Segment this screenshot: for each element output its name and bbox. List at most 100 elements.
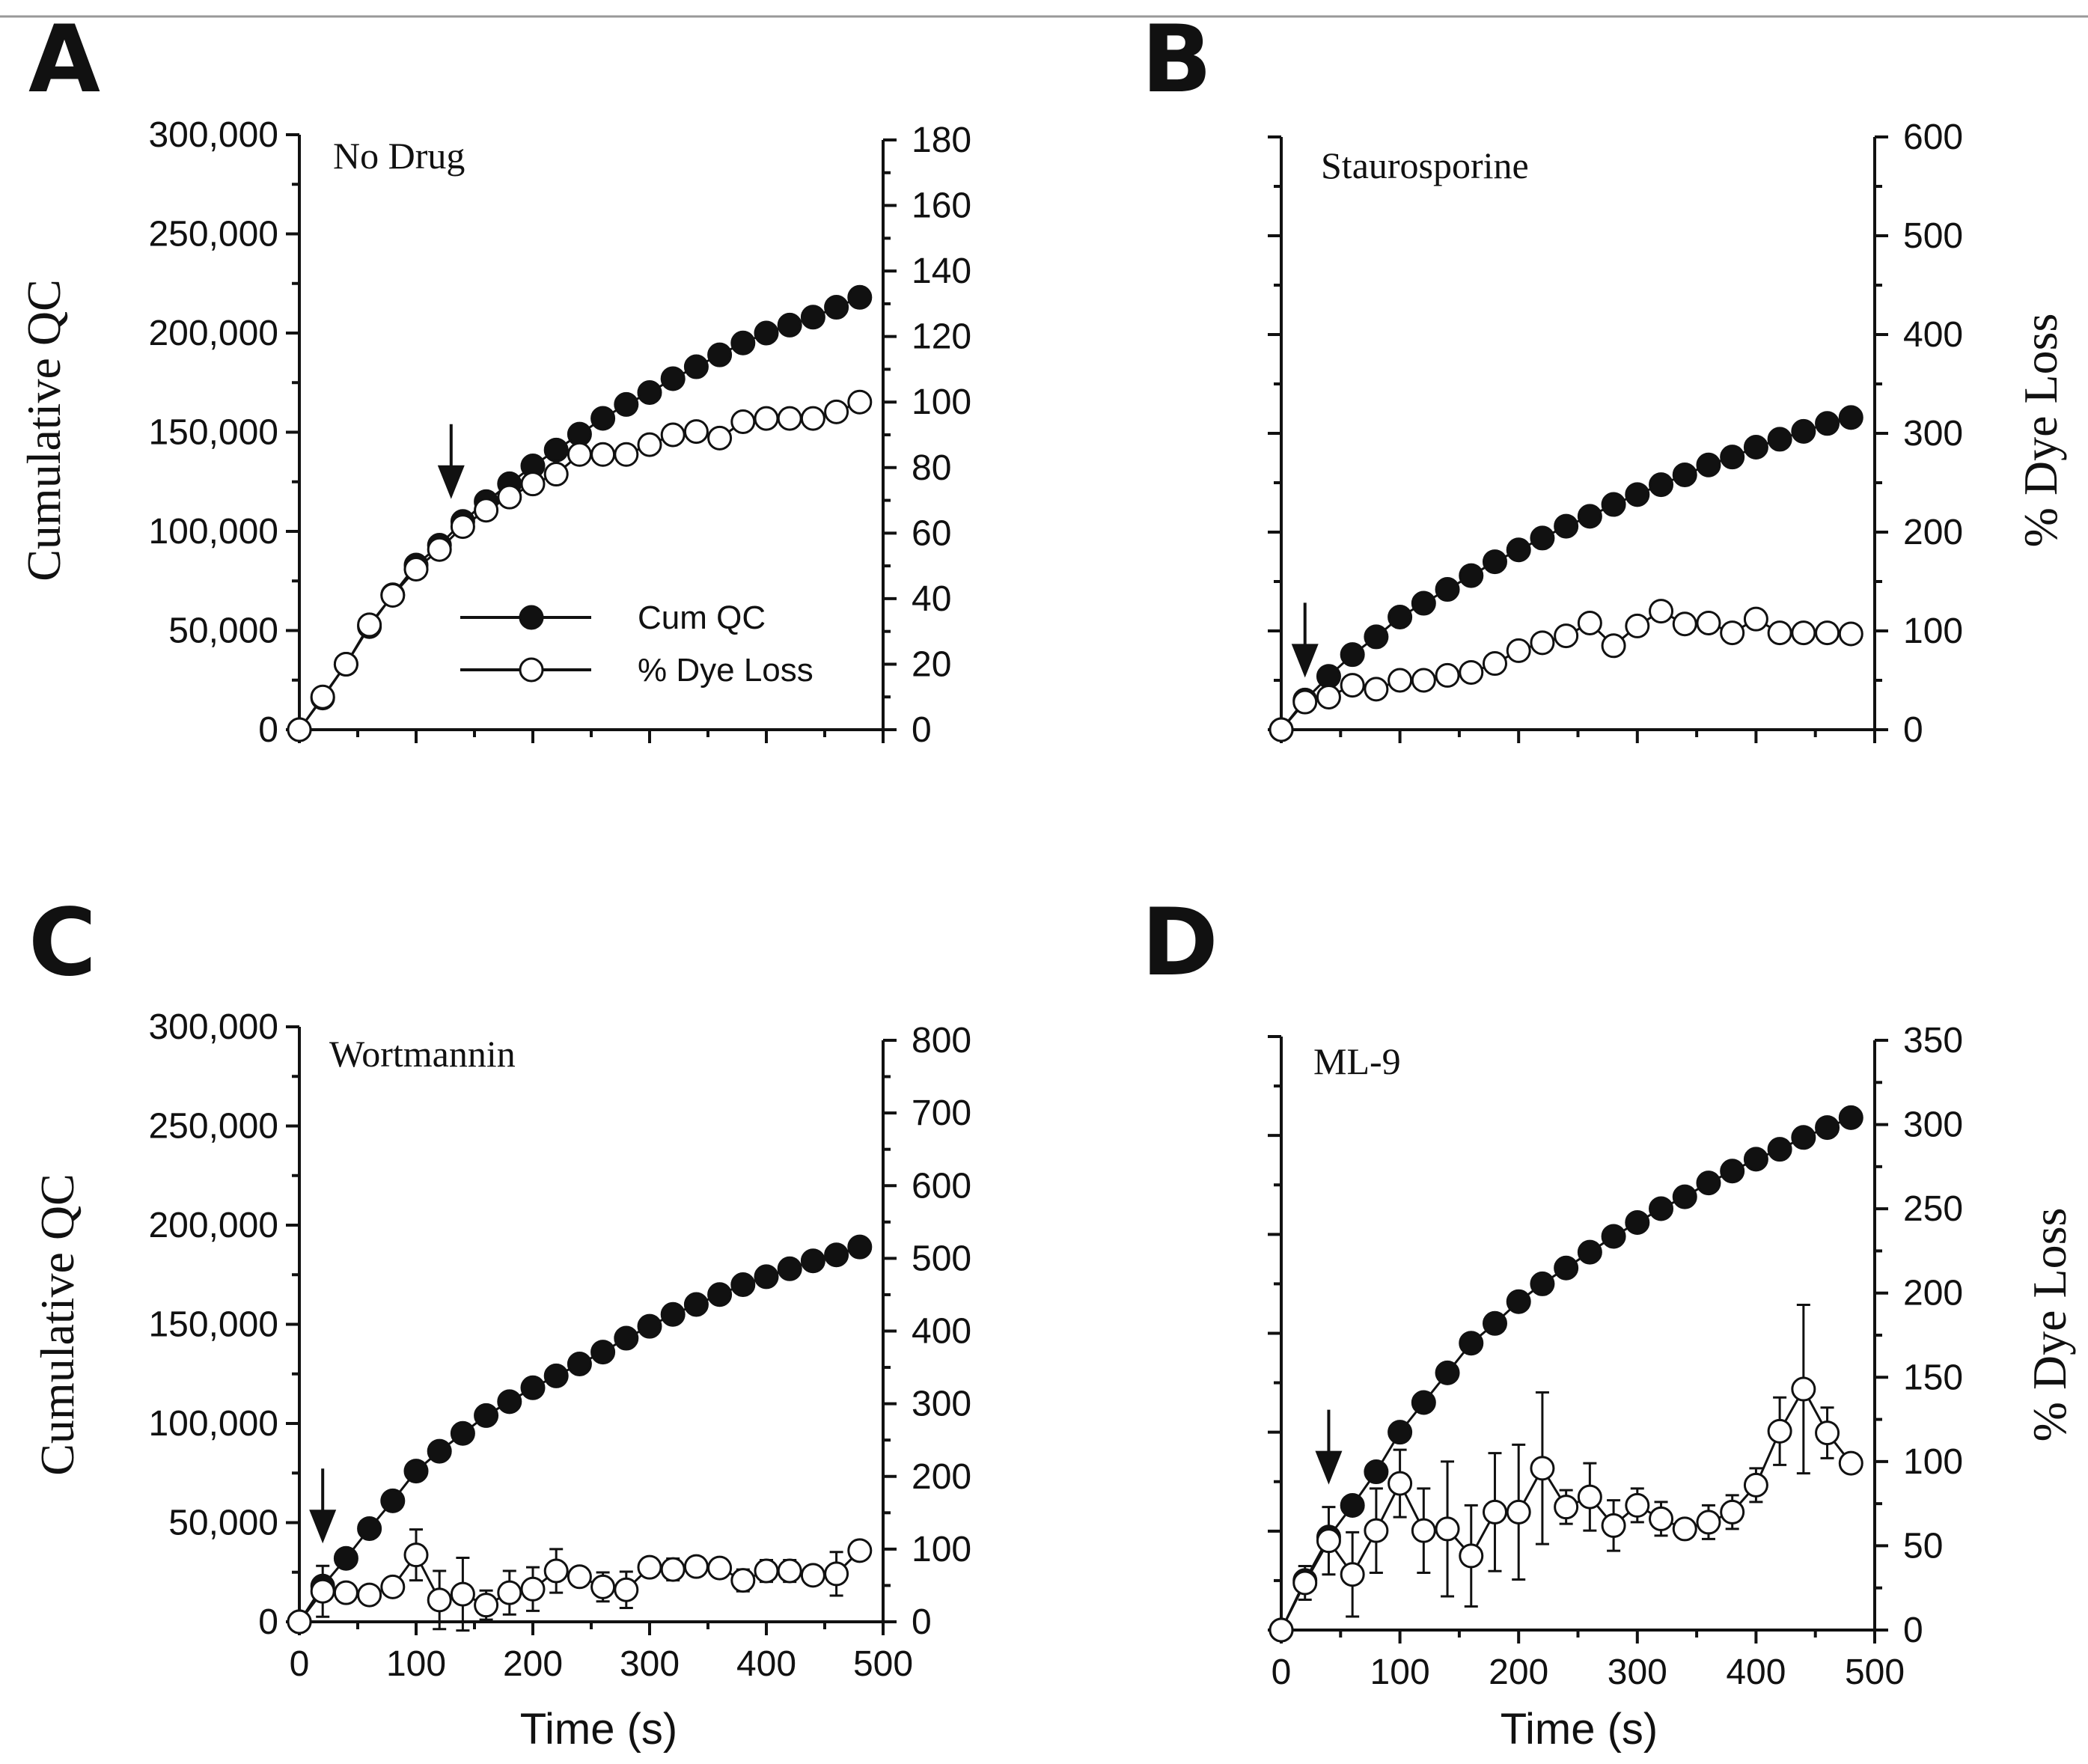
cum-qc-point [800,305,825,330]
y-right-tick-label: 100 [1903,611,1963,651]
dye-loss-point [1720,1499,1745,1525]
arrow-down-icon [309,1510,337,1544]
dye-loss-point [800,406,825,431]
cum-qc-point [707,1282,733,1307]
cum-qc-point [754,320,779,346]
dye-loss-point [1696,1510,1721,1535]
cum-qc-point [777,1256,802,1281]
panel-b-marks: 0 100 200 300 400 500 600 [1268,118,1963,750]
dye-loss-point [637,1554,662,1580]
y-right-tick-label: 0 [912,1602,932,1642]
x-tick-label: 0 [290,1644,310,1684]
y-right-tick-label: 100 [912,1530,971,1569]
panel-b: B Staurosporine % Dye Loss 0 100 200 300 400… [1141,6,2067,750]
cum-qc-point [777,312,802,338]
dye-loss-point [1577,610,1602,635]
dye-loss-point [1411,1518,1436,1543]
y-right-tick-label: 500 [1903,216,1963,256]
cum-qc-point [730,330,756,355]
cum-qc-point [1672,462,1697,487]
cum-qc-point [1554,513,1579,539]
cum-qc-point [1435,1360,1460,1385]
dye-loss-point [543,462,569,487]
x-tick-label: 100 [386,1644,446,1684]
dye-loss-point [543,1558,569,1584]
cum-qc-point [1388,605,1413,630]
y-left-tick-label: 300,000 [148,115,278,155]
dye-loss-point [1316,1528,1341,1554]
cum-qc-point [497,1389,522,1414]
cum-qc-point [1530,525,1555,551]
dye-loss-point [1269,1617,1294,1643]
cum-qc-point [1316,664,1341,689]
x-tick-label: 400 [736,1644,796,1684]
cum-qc-point [1459,563,1484,588]
dye-loss-point [1364,677,1389,702]
cum-qc-point [1506,1289,1531,1314]
cum-qc-point [1411,1390,1436,1415]
x-tick-label: 400 [1726,1652,1786,1692]
x-tick-label: 500 [853,1644,913,1684]
dye-loss-point [1767,1418,1792,1444]
dye-loss-point [1791,1376,1816,1402]
dye-loss-point [310,684,335,709]
x-tick-label: 100 [1370,1652,1430,1692]
dye-loss-point [847,1538,873,1563]
arrow-down-icon [1315,1450,1343,1485]
dye-loss-point [427,1587,452,1613]
y-left-tick-label: 150,000 [148,413,278,453]
y-left-tick-label: 300,000 [148,1007,278,1047]
legend-marker-dyeloss [519,657,544,683]
y-left-tick-label: 250,000 [148,1107,278,1147]
dye-loss-point [1364,1518,1389,1543]
dye-loss-point [497,1580,522,1605]
dye-loss-point [427,537,452,562]
x-tick-label: 300 [620,1644,680,1684]
dye-loss-point [1554,623,1579,649]
y-right-tick-label: 40 [912,579,951,619]
panel-letter-d: D [1141,889,1218,997]
panel-a-marks: 0 50,000 100,000 150,000 200,000 250,000 300,0… [148,115,971,750]
cum-qc-point [847,284,873,310]
cum-qc-point [357,1516,382,1541]
cum-qc-point [824,295,849,320]
arrow-down-icon [437,465,465,499]
dye-loss-point [1506,638,1531,663]
y-right-tick-label: 120 [912,317,971,357]
dye-loss-point [1601,633,1626,659]
cum-qc-point [1601,1224,1626,1249]
x-tick-label: 0 [1272,1652,1292,1692]
dye-loss-point [614,1577,639,1602]
y-left-tick-label: 250,000 [148,215,278,254]
dye-loss-point [800,1563,825,1588]
dye-loss-point [333,651,358,677]
y-right-tick-label: 80 [912,448,951,488]
cum-qc-point [637,1313,662,1339]
cum-qc-point [1696,452,1721,477]
y-right-tick-label: 140 [912,251,971,291]
dye-loss-point [287,1609,312,1635]
x-tick-label: 300 [1608,1652,1667,1692]
cum-qc-point [1482,1310,1507,1336]
cum-qc-point [730,1272,756,1297]
cum-qc-point [520,1375,546,1400]
panel-b-ylabel-right: % Dye Loss [2014,314,2067,548]
dye-loss-point [1292,689,1318,715]
cum-qc-point [1577,504,1602,529]
dye-loss-point [1388,668,1413,693]
cum-qc-point [1743,1147,1768,1172]
cum-qc-point [590,406,616,431]
y-right-tick-label: 50 [1903,1526,1943,1566]
dye-loss-point [497,484,522,510]
cum-qc-point [660,1301,686,1327]
cum-qc-point [683,354,709,379]
dye-loss-point [754,1558,779,1584]
dye-loss-point [403,556,429,582]
dye-loss-point [824,399,849,424]
cum-qc-point [1601,492,1626,517]
cum-qc-point [1743,434,1768,460]
cum-qc-point [1791,1125,1816,1150]
cum-qc-point [1625,1209,1650,1235]
dye-loss-point [403,1542,429,1568]
dye-loss-point [567,442,592,467]
